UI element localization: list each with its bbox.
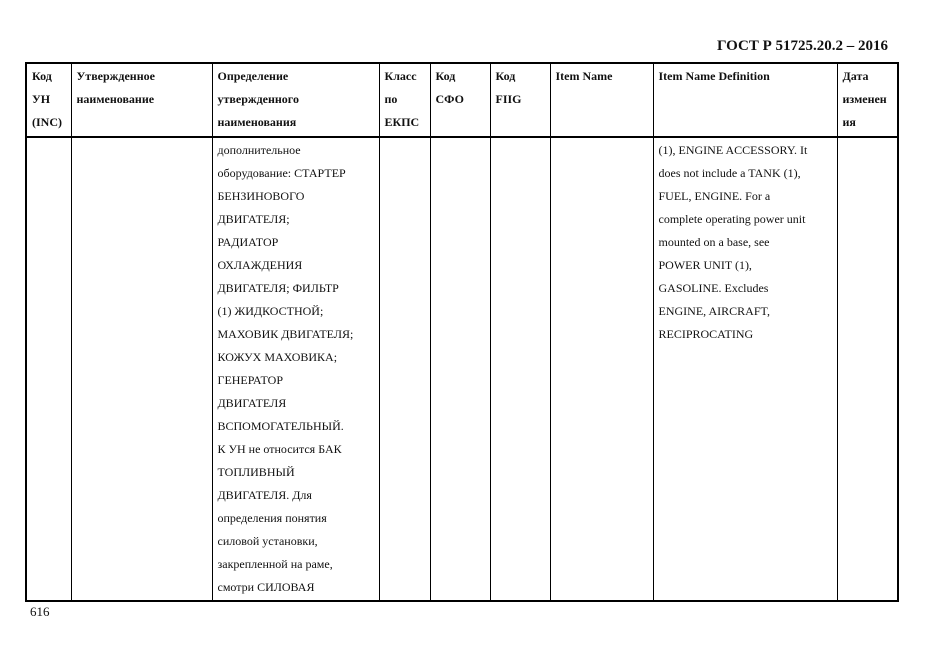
header-line: Item Name [555,69,613,83]
table-header-row: Код УН (INC) Утвержденное наименование Опреде… [25,62,899,138]
header-line: СФО [435,92,464,106]
header-line: (INC) [32,115,62,129]
header-line: Утвержденное [76,69,155,83]
column-header: Класс по ЕКПС [378,62,431,138]
text-line: закрепленной на раме, [217,557,333,571]
text-line: К УН не относится БАК [217,442,342,456]
cell-class [378,136,431,602]
header-line: Класс [384,69,417,83]
header-line: Дата [842,69,869,83]
header-line: утвержденного [217,92,299,106]
header-line: Код [495,69,516,83]
text-line: (1), ENGINE ACCESSORY. It [658,143,808,157]
cell-item-name-definition: (1), ENGINE ACCESSORY. It does not includ… [652,136,838,602]
data-table: Код УН (INC) Утвержденное наименование Опреде… [25,62,899,602]
text-line: МАХОВИК ДВИГАТЕЛЯ; [217,327,354,341]
column-header: Дата изменен ия [836,62,899,138]
cell-item-name [549,136,654,602]
header-line: Item Name Definition [658,69,770,83]
text-line: ГЕНЕРАТОР [217,373,284,387]
column-header: Код УН (INC) [25,62,72,138]
text-line: силовой установки, [217,534,318,548]
text-line: смотри СИЛОВАЯ [217,580,315,594]
text-line: does not include a TANK (1), [658,166,801,180]
header-line: Код [435,69,456,83]
text-line: complete operating power unit [658,212,806,226]
header-line: Определение [217,69,289,83]
cell-approved-name [70,136,213,602]
column-header: Определение утвержденного наименования [211,62,380,138]
column-header: Item Name [549,62,654,138]
cell-inc [25,136,72,602]
table-row: дополнительное оборудование: СТАРТЕР БЕНЗИ… [25,136,899,602]
text-line: КОЖУХ МАХОВИКА; [217,350,338,364]
text-line: ВСПОМОГАТЕЛЬНЫЙ. [217,419,344,433]
column-header: Код СФО [429,62,491,138]
text-line: RECIPROCATING [658,327,754,341]
text-line: БЕНЗИНОВОГО [217,189,305,203]
text-line: mounted on a base, see [658,235,770,249]
header-line: наименование [76,92,155,106]
cell-fiig [489,136,551,602]
cell-definition-ru: дополнительное оборудование: СТАРТЕР БЕНЗИ… [211,136,380,602]
cell-sfo [429,136,491,602]
text-line: ДВИГАТЕЛЯ; ФИЛЬТР [217,281,339,295]
text-line: GASOLINE. Excludes [658,281,769,295]
header-line: ЕКПС [384,115,420,129]
header-line: FIIG [495,92,522,106]
document-id: ГОСТ Р 51725.20.2 – 2016 [716,38,888,54]
text-line: дополнительное [217,143,301,157]
page-number: 616 [30,604,50,619]
column-header: Утвержденное наименование [70,62,213,138]
text-line: ДВИГАТЕЛЯ; [217,212,290,226]
text-line: ДВИГАТЕЛЯ. Для [217,488,312,502]
text-line: определения понятия [217,511,327,525]
column-header: Код FIIG [489,62,551,138]
text-line: ТОПЛИВНЫЙ [217,465,295,479]
cell-change-date [836,136,899,602]
text-line: ДВИГАТЕЛЯ [217,396,287,410]
text-line: ENGINE, AIRCRAFT, [658,304,770,318]
column-header: Item Name Definition [652,62,838,138]
text-line: РАДИАТОР [217,235,279,249]
text-line: (1) ЖИДКОСТНОЙ; [217,304,324,318]
text-line: оборудование: СТАРТЕР [217,166,346,180]
header-line: Код [32,69,52,83]
header-line: ия [842,115,856,129]
header-line: УН [32,92,51,106]
text-line: ОХЛАЖДЕНИЯ [217,258,303,272]
header-line: наименования [217,115,297,129]
text-line: FUEL, ENGINE. For a [658,189,771,203]
header-line: изменен [842,92,887,106]
header-line: по [384,92,398,106]
text-line: POWER UNIT (1), [658,258,752,272]
